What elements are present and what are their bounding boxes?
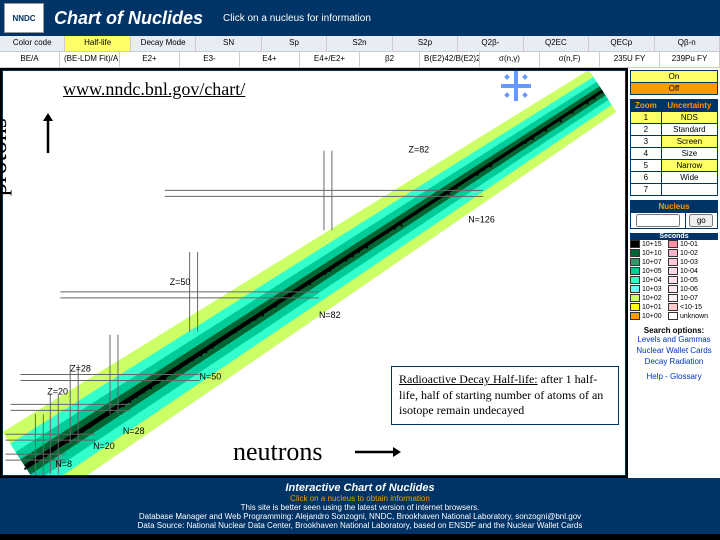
- zoom-7[interactable]: 7: [631, 184, 662, 196]
- search-link-nuclear-wallet-cards[interactable]: Nuclear Wallet Cards: [630, 346, 718, 355]
- toolbar-row-1: Color codeHalf-lifeDecay ModeSNSpS2nS2pQ…: [0, 36, 720, 52]
- tb2-e4-[interactable]: E4+: [240, 52, 300, 67]
- legend-row: 10+0410-05: [630, 276, 718, 284]
- spin-on-cell[interactable]: On: [631, 71, 718, 83]
- legend-row: 10+00unknown: [630, 312, 718, 320]
- zoom-header: Zoom: [631, 100, 662, 112]
- uncert-5[interactable]: Wide: [661, 172, 717, 184]
- legend-title: Seconds: [630, 233, 718, 240]
- svg-text:N=126: N=126: [468, 214, 495, 224]
- tb1-q-n[interactable]: Qβ-n: [655, 36, 720, 51]
- legend-row: 10+0310-06: [630, 285, 718, 293]
- zoom-6[interactable]: 6: [631, 172, 662, 184]
- nucleus-header: Nucleus: [631, 201, 718, 213]
- spin-off-cell[interactable]: Off: [631, 83, 718, 95]
- tb1-color-code[interactable]: Color code: [0, 36, 65, 51]
- zoom-1[interactable]: 1: [631, 112, 662, 124]
- footer: Interactive Chart of Nuclides Click on a…: [0, 478, 720, 534]
- protons-axis-label: protons: [0, 118, 13, 196]
- tb2-be-a[interactable]: BE/A: [0, 52, 60, 67]
- sidebar: On Off ZoomUncertainty 1NDS2Standard3Scr…: [628, 68, 720, 478]
- svg-text:N=20: N=20: [93, 441, 115, 451]
- search-link-decay-radiation[interactable]: Decay Radiation: [630, 357, 718, 366]
- tb1-s2p[interactable]: S2p: [393, 36, 458, 51]
- svg-text:Z=82: Z=82: [409, 145, 430, 155]
- tb1-decay-mode[interactable]: Decay Mode: [131, 36, 196, 51]
- tb2-e3-[interactable]: E3-: [180, 52, 240, 67]
- tb2-e2-[interactable]: E2+: [120, 52, 180, 67]
- compass-icon: [501, 71, 531, 101]
- tb1-q2-[interactable]: Q2β-: [458, 36, 523, 51]
- app-header: NNDC Chart of Nuclides Click on a nucleu…: [0, 0, 720, 36]
- main-area: Z=82N=126Z=50N=82Z=28N=50Z=20N=28N=20N=8…: [0, 68, 720, 478]
- help-link[interactable]: Help - Glossary: [630, 372, 718, 381]
- uncert-2[interactable]: Screen: [661, 136, 717, 148]
- legend-row: 10+1010-02: [630, 249, 718, 257]
- tb2-b-e2-42-b-e2-20[interactable]: B(E2)42/B(E2)20: [420, 52, 480, 67]
- uncert-3[interactable]: Size: [661, 148, 717, 160]
- nucleus-search-table: Nucleus go: [630, 200, 718, 229]
- header-title: Chart of Nuclides: [54, 8, 203, 29]
- legend-row: 10+0710-03: [630, 258, 718, 266]
- nucleus-input[interactable]: [636, 214, 680, 227]
- url-annotation: www.nndc.bnl.gov/chart/: [63, 79, 245, 100]
- neutrons-arrow-icon: [355, 447, 401, 457]
- half-life-info-box: Radioactive Decay Half-life: after 1 hal…: [391, 366, 619, 425]
- go-button[interactable]: go: [689, 214, 713, 227]
- svg-text:N=28: N=28: [123, 426, 145, 436]
- svg-text:N=8: N=8: [55, 459, 72, 469]
- uncert-1[interactable]: Standard: [661, 124, 717, 136]
- zoom-5[interactable]: 5: [631, 160, 662, 172]
- uncert-0[interactable]: NDS: [661, 112, 717, 124]
- svg-text:Z=20: Z=20: [47, 386, 68, 396]
- color-legend: Seconds 10+1510-0110+1010-0210+0710-0310…: [630, 233, 718, 320]
- tb2-235u-fy[interactable]: 235U FY: [600, 52, 660, 67]
- nndc-logo: NNDC: [4, 3, 44, 33]
- legend-row: 10+0510-04: [630, 267, 718, 275]
- header-subtitle: Click on a nucleus for information: [223, 13, 371, 24]
- uncert-header: Uncertainty: [661, 100, 717, 112]
- svg-text:Z=50: Z=50: [170, 277, 191, 287]
- footer-line1: This site is better seen using the lates…: [4, 503, 716, 512]
- uncert-6[interactable]: [661, 184, 717, 196]
- tb1-q2ec[interactable]: Q2EC: [524, 36, 589, 51]
- search-options: Search options: Levels and Gammas Nuclear…: [630, 326, 718, 381]
- protons-arrow-icon: [43, 113, 53, 153]
- zoom-4[interactable]: 4: [631, 148, 662, 160]
- zoom-uncert-table: ZoomUncertainty 1NDS2Standard3Screen4Siz…: [630, 99, 718, 196]
- zoom-2[interactable]: 2: [631, 124, 662, 136]
- zoom-3[interactable]: 3: [631, 136, 662, 148]
- tb2-239pu-fy[interactable]: 239Pu FY: [660, 52, 720, 67]
- footer-line3: Data Source: National Nuclear Data Cente…: [4, 521, 716, 530]
- neutrons-axis-label: neutrons: [233, 437, 323, 467]
- svg-text:N=50: N=50: [200, 371, 222, 381]
- search-title: Search options:: [630, 326, 718, 335]
- tb1-s2n[interactable]: S2n: [327, 36, 392, 51]
- tb2--n-[interactable]: σ(n,γ): [480, 52, 540, 67]
- tb1-sn[interactable]: SN: [196, 36, 261, 51]
- tb2-e4-e2-[interactable]: E4+/E2+: [300, 52, 360, 67]
- tb2--2[interactable]: β2: [360, 52, 420, 67]
- tb2--be-ldm-fit-a[interactable]: (BE-LDM Fit)/A: [60, 52, 120, 67]
- legend-row: 10+01<10-15: [630, 303, 718, 311]
- footer-title: Interactive Chart of Nuclides: [4, 482, 716, 494]
- legend-row: 10+1510-01: [630, 240, 718, 248]
- toolbar-row-2: BE/A(BE-LDM Fit)/AE2+E3-E4+E4+/E2+β2B(E2…: [0, 52, 720, 68]
- tb1-sp[interactable]: Sp: [262, 36, 327, 51]
- tb2--n-f-[interactable]: σ(n,F): [540, 52, 600, 67]
- info-title: Radioactive Decay Half-life:: [399, 372, 538, 386]
- tb1-half-life[interactable]: Half-life: [65, 36, 130, 51]
- svg-text:N=82: N=82: [319, 310, 341, 320]
- legend-row: 10+0210-07: [630, 294, 718, 302]
- uncert-4[interactable]: Narrow: [661, 160, 717, 172]
- tb1-qecp[interactable]: QECp: [589, 36, 654, 51]
- footer-line2: Database Manager and Web Programming: Al…: [4, 512, 716, 521]
- svg-text:Z=28: Z=28: [70, 364, 91, 374]
- nuclide-chart[interactable]: Z=82 N=126 Z=50 N=82 Z=28 N=50 Z=20 N=28 N=20 N=8…: [2, 70, 626, 476]
- footer-sub: Click on a nucleus to obtain information: [4, 494, 716, 503]
- search-link-levels-and-gammas[interactable]: Levels and Gammas: [630, 335, 718, 344]
- spin-table: On Off: [630, 70, 718, 95]
